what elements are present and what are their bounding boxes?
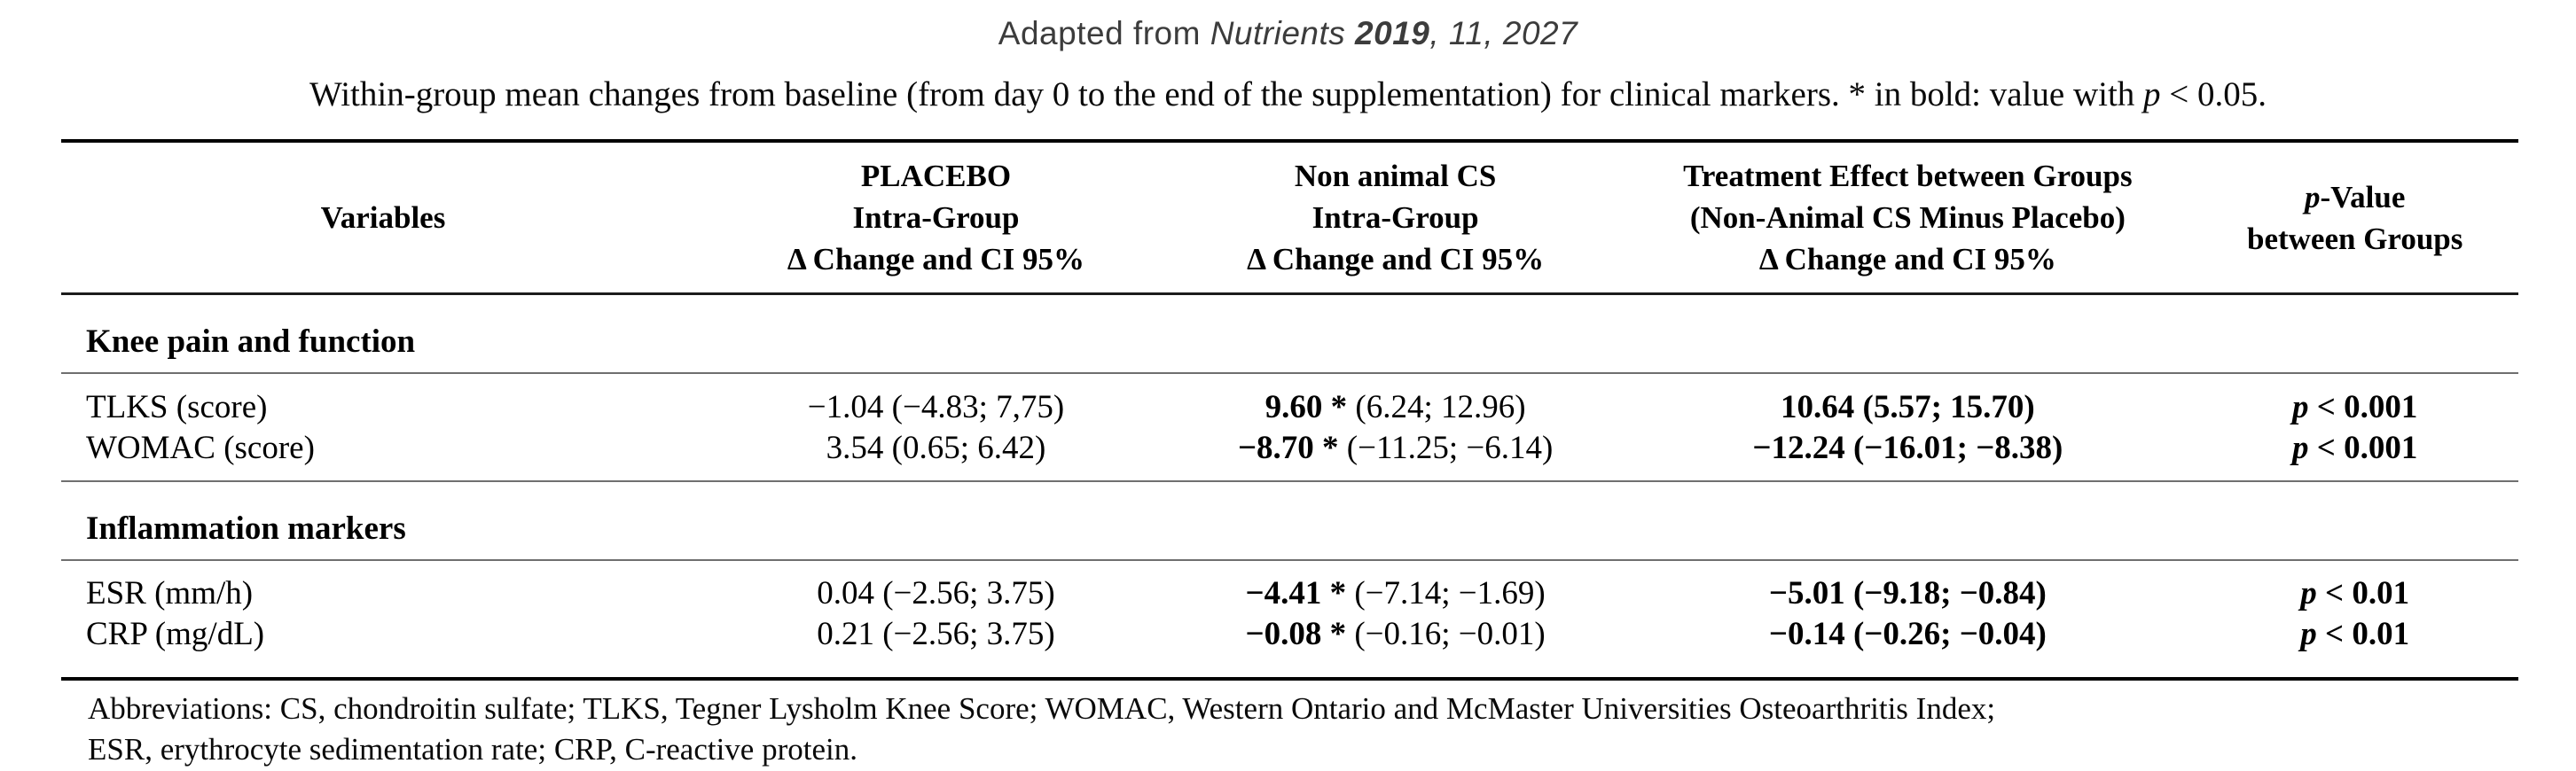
placebo-cell: 0.21 (−2.56; 3.75) xyxy=(817,616,1055,652)
table-row: ESR (mm/h) 0.04 (−2.56; 3.75) −4.41 * (−… xyxy=(61,573,2518,614)
column-header-non-animal-cs: Non animal CS Intra-Group Δ Change and C… xyxy=(1247,159,1545,276)
column-header-placebo: PLACEBO Intra-Group Δ Change and CI 95% xyxy=(787,159,1085,276)
table-caption: Within-group mean changes from baseline … xyxy=(0,74,2576,115)
abbreviations-footnote: Abbreviations: CS, chondroitin sulfate; … xyxy=(61,681,2518,770)
column-header-variables: Variables xyxy=(320,200,446,235)
p-value-cell: p < 0.001 xyxy=(2292,389,2418,425)
footnote-line: ESR, erythrocyte sedimentation rate; CRP… xyxy=(88,732,857,767)
effect-cell: −12.24 (−16.01; −8.38) xyxy=(1752,430,2063,466)
table-row: TLKS (score) −1.04 (−4.83; 7,75) 9.60 * … xyxy=(61,387,2518,428)
section-rows-knee-pain: TLKS (score) −1.04 (−4.83; 7,75) 9.60 * … xyxy=(61,374,2518,480)
placebo-cell: 3.54 (0.65; 6.42) xyxy=(826,430,1046,466)
p-value-cell: p < 0.01 xyxy=(2300,575,2410,611)
caption-threshold: < 0.05. xyxy=(2160,75,2267,113)
attribution-prefix: Adapted from xyxy=(998,15,1210,51)
cs-cell: −4.41 * (−7.14; −1.69) xyxy=(1245,575,1546,611)
effect-cell: 10.64 (5.57; 15.70) xyxy=(1781,389,2035,425)
table-top-rule xyxy=(61,139,2518,143)
table-header-row: Variables PLACEBO Intra-Group Δ Change a… xyxy=(61,143,2518,292)
journal-year: 2019 xyxy=(1345,15,1430,51)
effect-cell: −0.14 (−0.26; −0.04) xyxy=(1768,616,2047,652)
table-row: CRP (mg/dL) 0.21 (−2.56; 3.75) −0.08 * (… xyxy=(61,614,2518,655)
section-rule xyxy=(61,559,2518,561)
variable-cell: CRP (mg/dL) xyxy=(86,616,265,652)
variable-cell: ESR (mm/h) xyxy=(86,575,254,611)
section-rows-inflammation: ESR (mm/h) 0.04 (−2.56; 3.75) −4.41 * (−… xyxy=(61,561,2518,677)
section-rule xyxy=(61,372,2518,374)
placebo-cell: 0.04 (−2.56; 3.75) xyxy=(817,575,1055,611)
placebo-cell: −1.04 (−4.83; 7,75) xyxy=(807,389,1065,425)
table-row: WOMAC (score) 3.54 (0.65; 6.42) −8.70 * … xyxy=(61,428,2518,469)
effect-cell: −5.01 (−9.18; −0.84) xyxy=(1768,575,2047,611)
section-title-knee-pain: Knee pain and function xyxy=(86,323,416,360)
header-bottom-rule xyxy=(61,292,2518,295)
column-header-treatment-effect: Treatment Effect between Groups (Non-Ani… xyxy=(1683,159,2133,276)
section-rule xyxy=(61,480,2518,482)
data-table: Variables PLACEBO Intra-Group Δ Change a… xyxy=(61,139,2518,770)
section-title-inflammation: Inflammation markers xyxy=(86,510,406,547)
p-value-cell: p < 0.001 xyxy=(2292,430,2418,466)
caption-p-symbol: p xyxy=(2143,75,2161,113)
cs-cell: 9.60 * (6.24; 12.96) xyxy=(1265,389,1526,425)
p-value-cell: p < 0.01 xyxy=(2300,616,2410,652)
p-value-header-italic: p xyxy=(2304,179,2321,214)
journal-name: Nutrients xyxy=(1210,15,1346,51)
variable-cell: TLKS (score) xyxy=(86,389,268,425)
footnote-line: Abbreviations: CS, chondroitin sulfate; … xyxy=(88,691,1996,726)
caption-text: Within-group mean changes from baseline … xyxy=(309,75,2144,113)
variable-cell: WOMAC (score) xyxy=(86,430,315,466)
attribution-line: Adapted from Nutrients 2019, 11, 2027 xyxy=(0,0,2576,53)
cs-cell: −8.70 * (−11.25; −6.14) xyxy=(1237,430,1554,466)
column-header-p-value: p-Value between Groups xyxy=(2246,179,2463,256)
journal-volume-page: , 11, 2027 xyxy=(1429,15,1578,51)
cs-cell: −0.08 * (−0.16; −0.01) xyxy=(1245,616,1546,652)
table-bottom-rule xyxy=(61,677,2518,681)
